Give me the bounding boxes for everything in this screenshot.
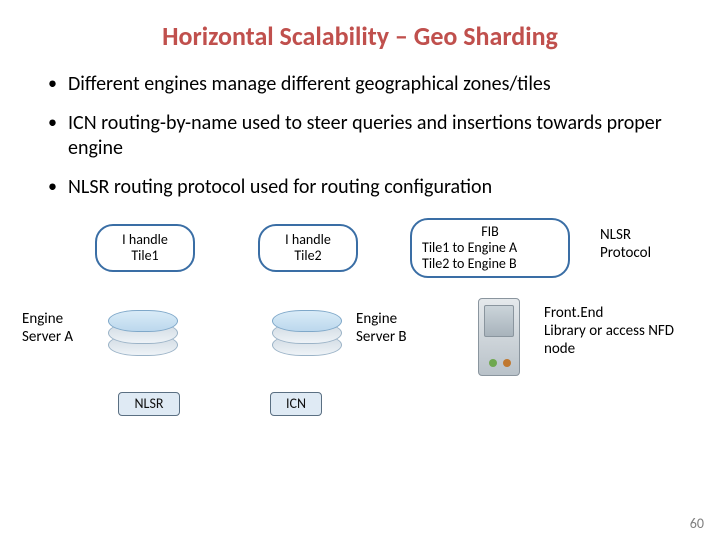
database-icon — [272, 306, 342, 366]
bullet-item: NLSR routing protocol used for routing c… — [40, 175, 680, 200]
label-line: Engine — [356, 310, 407, 328]
label-engine-b: Engine Server B — [356, 310, 407, 346]
bubble-line: Tile2 — [268, 248, 348, 264]
bubble-line: I handle — [105, 232, 185, 248]
label-line: Library or access NFD — [544, 322, 674, 340]
speech-bubble-tile2: I handle Tile2 — [258, 224, 358, 272]
label-line: NLSR — [600, 226, 651, 244]
label-line: Server B — [356, 328, 407, 346]
chip-nlsr: NLSR — [118, 392, 180, 416]
label-line: Front.End — [544, 304, 674, 322]
label-engine-a: Engine Server A — [22, 310, 73, 346]
bubble-line: I handle — [268, 232, 348, 248]
page-number: 60 — [690, 515, 704, 532]
speech-bubble-fib: FIB Tile1 to Engine A Tile2 to Engine B — [410, 218, 570, 278]
server-icon — [478, 298, 520, 376]
bubble-line: FIB — [422, 224, 558, 240]
label-line: Protocol — [600, 244, 651, 262]
label-line: Server A — [22, 328, 73, 346]
diagram-area: I handle Tile1 I handle Tile2 FIB Tile1 … — [0, 224, 720, 484]
speech-bubble-tile1: I handle Tile1 — [95, 224, 195, 272]
slide-title: Horizontal Scalability – Geo Sharding — [0, 0, 720, 52]
label-line: node — [544, 340, 674, 358]
chip-icn: ICN — [270, 392, 322, 416]
label-frontend: Front.End Library or access NFD node — [544, 304, 674, 358]
bullet-item: Different engines manage different geogr… — [40, 72, 680, 97]
label-nlsr-protocol: NLSR Protocol — [600, 226, 651, 262]
bubble-line: Tile1 to Engine A — [422, 240, 558, 256]
bubble-line: Tile1 — [105, 248, 185, 264]
bullet-item: ICN routing-by-name used to steer querie… — [40, 111, 680, 161]
database-icon — [108, 306, 178, 366]
label-line: Engine — [22, 310, 73, 328]
bubble-line: Tile2 to Engine B — [422, 256, 558, 272]
bullet-list: Different engines manage different geogr… — [0, 52, 720, 224]
